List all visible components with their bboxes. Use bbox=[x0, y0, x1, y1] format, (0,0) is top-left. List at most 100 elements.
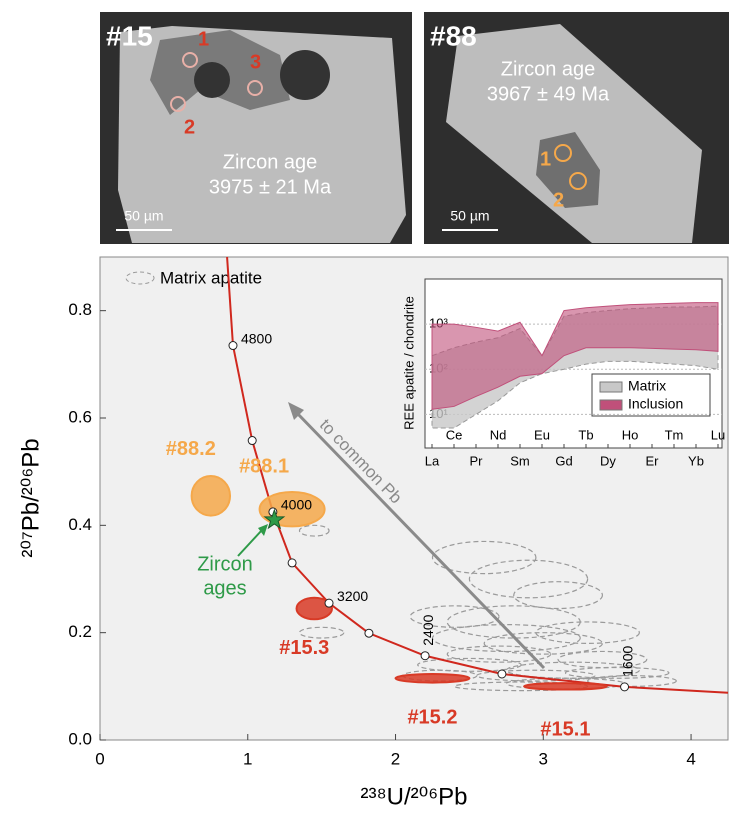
spot-label: #15.3 bbox=[279, 637, 329, 659]
ree-band bbox=[431, 302, 719, 410]
panel-title: #15 bbox=[106, 20, 153, 51]
x-tick-label: Eu bbox=[534, 427, 550, 442]
y-tick-label: 0.0 bbox=[68, 729, 92, 748]
spot-ellipse bbox=[190, 474, 232, 517]
age-title: Zircon age bbox=[501, 58, 596, 80]
panel-title: #88 bbox=[430, 20, 477, 51]
legend-label: Matrix bbox=[628, 378, 666, 394]
y-axis-label: ²⁰⁷Pb/²⁰⁶Pb bbox=[17, 438, 44, 557]
y-tick-label: 0.8 bbox=[68, 300, 92, 319]
age: 3975 ± 21 Ma bbox=[209, 176, 332, 198]
arrowhead bbox=[288, 402, 304, 420]
matrix-ellipse bbox=[513, 581, 604, 610]
age-marker bbox=[497, 669, 507, 679]
spot-ring bbox=[182, 52, 198, 68]
matrix-ellipse bbox=[587, 675, 677, 687]
inset-plot: 10¹10²10³MatrixInclusionLaCePrNdSmEuGdTb… bbox=[401, 278, 725, 468]
spot-label: #15.1 bbox=[540, 719, 590, 741]
spot-ring bbox=[170, 96, 186, 112]
spot-ellipse bbox=[523, 682, 608, 691]
matrix-ellipse bbox=[431, 540, 537, 575]
x-tick-label: Er bbox=[646, 453, 660, 468]
panel-88: #88 1 2 Zircon age 3967 ± 49 Ma 50 µm bbox=[424, 12, 729, 244]
spot-label: 1 bbox=[540, 148, 551, 170]
x-tick-label: Yb bbox=[688, 453, 704, 468]
legend-swatch bbox=[599, 381, 623, 393]
matrix-ellipse bbox=[409, 605, 500, 628]
age-marker bbox=[228, 341, 238, 351]
x-tick-label: 0 bbox=[95, 749, 104, 768]
y-axis-label: REE apatite / chondrite bbox=[401, 296, 416, 430]
zircon-label: Zircon bbox=[197, 553, 253, 575]
x-tick-label: 2 bbox=[391, 749, 400, 768]
legend-box bbox=[591, 373, 711, 417]
age-marker bbox=[420, 651, 430, 661]
zircon-star bbox=[263, 508, 286, 530]
matrix-ellipse bbox=[564, 666, 670, 679]
x-tick-label: Dy bbox=[600, 453, 616, 468]
matrix-ellipse bbox=[557, 650, 648, 669]
age-marker bbox=[287, 558, 297, 568]
y-tick-label: 0.2 bbox=[68, 622, 92, 641]
age-title: Zircon age bbox=[223, 151, 318, 173]
spot-ring bbox=[247, 80, 263, 96]
inclusion bbox=[536, 132, 600, 208]
x-tick-label: Nd bbox=[490, 427, 507, 442]
x-tick-label: 1 bbox=[243, 749, 252, 768]
age-label: 4000 bbox=[281, 497, 312, 513]
age-marker bbox=[620, 682, 630, 692]
x-tick-label: Sm bbox=[510, 453, 530, 468]
spot-ellipse bbox=[295, 596, 333, 621]
matrix-ellipse bbox=[298, 626, 345, 639]
legend-label: Matrix apatite bbox=[160, 268, 262, 287]
spot-label: #15.2 bbox=[407, 707, 457, 729]
pit bbox=[194, 62, 230, 98]
legend-swatch bbox=[599, 399, 623, 411]
matrix-ellipse bbox=[483, 632, 603, 655]
spot-ellipse bbox=[394, 672, 471, 684]
x-tick-label: La bbox=[425, 453, 440, 468]
x-tick-label: Tb bbox=[578, 427, 593, 442]
panel-15: #15 1 2 3 Zircon age 3975 ± 21 Ma 50 µm bbox=[100, 12, 412, 244]
spot-label: #88.2 bbox=[166, 438, 216, 460]
y-tick-label: 0.6 bbox=[68, 407, 92, 426]
matrix-ellipse bbox=[431, 624, 581, 653]
arrow bbox=[294, 410, 546, 670]
age-label: 1600 bbox=[619, 646, 635, 677]
spot-label: 2 bbox=[184, 116, 195, 138]
matrix-ellipse bbox=[468, 559, 589, 599]
legend-icon bbox=[125, 271, 155, 285]
x-tick-label: Gd bbox=[555, 453, 572, 468]
matrix-ellipse bbox=[298, 524, 330, 537]
spot-label: 2 bbox=[553, 189, 564, 211]
x-tick-label: Pr bbox=[470, 453, 484, 468]
x-tick-label: Tm bbox=[665, 427, 684, 442]
spot-label: 3 bbox=[250, 51, 261, 73]
spot-label: #88.1 bbox=[239, 456, 289, 478]
scale-label: 50 µm bbox=[450, 208, 489, 224]
age-label: 4800 bbox=[241, 330, 272, 346]
x-tick-label: Lu bbox=[711, 427, 725, 442]
matrix-ellipse bbox=[476, 669, 596, 682]
age-label: 2400 bbox=[420, 614, 436, 645]
spot-ring bbox=[554, 144, 572, 162]
age-label: 3200 bbox=[337, 588, 368, 604]
pit bbox=[280, 50, 330, 100]
age: 3967 ± 49 Ma bbox=[487, 83, 610, 105]
matrix-ellipse bbox=[446, 645, 552, 663]
x-tick-label: Ho bbox=[622, 427, 639, 442]
age-marker bbox=[247, 436, 257, 446]
x-tick-label: 4 bbox=[686, 749, 695, 768]
legend-label: Inclusion bbox=[628, 396, 683, 412]
spot-label: 1 bbox=[198, 28, 209, 50]
x-tick-label: Ce bbox=[446, 427, 463, 442]
y-tick-label: 0.4 bbox=[68, 515, 92, 534]
scale-label: 50 µm bbox=[124, 208, 163, 224]
age-marker bbox=[364, 628, 374, 638]
age-marker bbox=[324, 598, 334, 608]
zircon-label: ages bbox=[203, 577, 246, 599]
zircon-arrowhead bbox=[258, 524, 268, 536]
zircon-arrow bbox=[237, 529, 263, 557]
spot-ring bbox=[569, 172, 587, 190]
